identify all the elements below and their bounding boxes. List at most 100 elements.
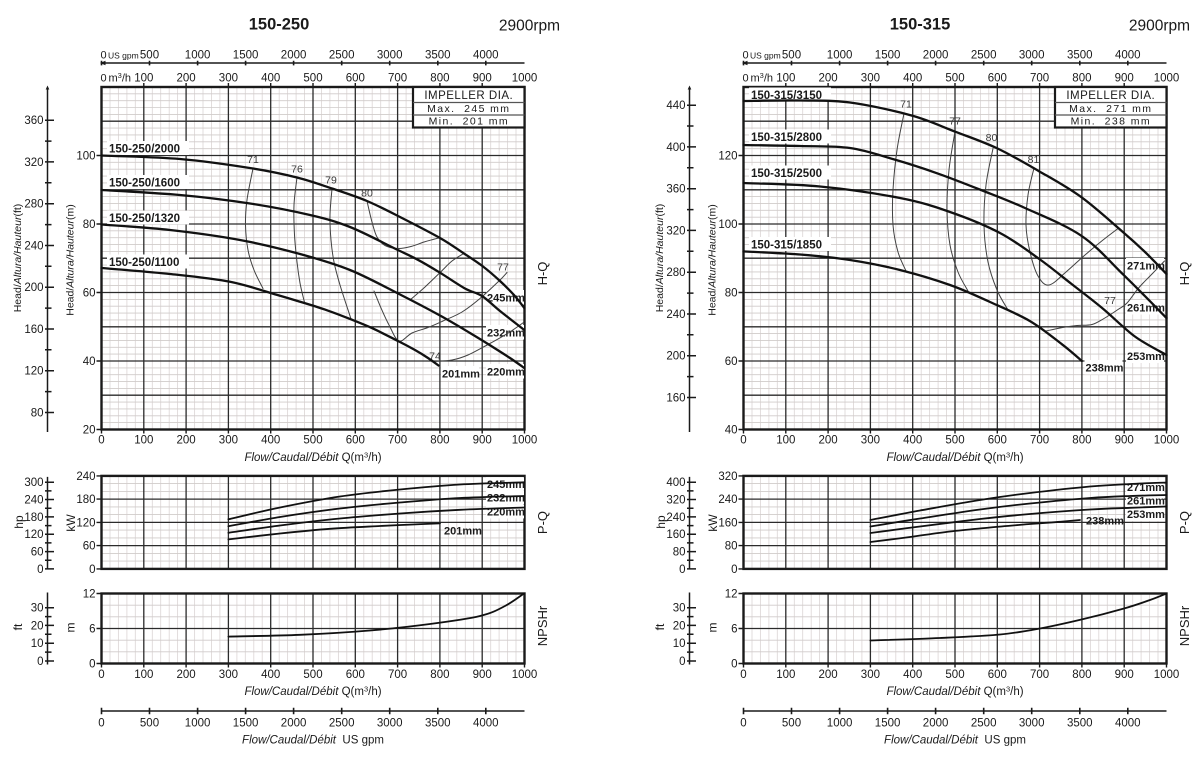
svg-text:2900rpm: 2900rpm (499, 18, 560, 35)
svg-text:81: 81 (1028, 154, 1040, 166)
svg-text:600: 600 (346, 73, 365, 85)
svg-text:0: 0 (98, 669, 104, 681)
svg-text:2000: 2000 (923, 718, 949, 730)
svg-text:253mm: 253mm (1127, 351, 1165, 363)
svg-text:600: 600 (988, 435, 1007, 447)
svg-text:160: 160 (666, 393, 685, 405)
svg-text:700: 700 (1030, 435, 1049, 447)
svg-text:IMPELLER DIA.: IMPELLER DIA. (424, 90, 513, 102)
svg-text:30: 30 (673, 603, 686, 615)
svg-text:77: 77 (497, 262, 509, 274)
svg-text:Flow/Caudal/Débit Q(m3/h): Flow/Caudal/Débit Q(m3/h) (244, 685, 381, 699)
svg-text:1000: 1000 (827, 50, 853, 62)
svg-text:400: 400 (261, 435, 280, 447)
svg-text:2900rpm: 2900rpm (1129, 18, 1190, 35)
svg-text:150-250/1320: 150-250/1320 (109, 213, 180, 225)
svg-text:Flow/Caudal/Débit US gpm: Flow/Caudal/Débit US gpm (242, 735, 384, 747)
svg-text:hp: hp (12, 515, 26, 529)
svg-text:500: 500 (782, 50, 801, 62)
svg-text:700: 700 (388, 73, 407, 85)
svg-text:m: m (706, 623, 720, 633)
svg-text:360: 360 (666, 184, 685, 196)
svg-text:3500: 3500 (425, 50, 451, 62)
svg-text:1000: 1000 (512, 435, 538, 447)
svg-text:500: 500 (945, 435, 964, 447)
svg-text:900: 900 (1115, 669, 1134, 681)
svg-text:0: 0 (679, 656, 685, 668)
svg-text:3500: 3500 (1067, 718, 1093, 730)
svg-text:4000: 4000 (473, 50, 499, 62)
svg-text:4000: 4000 (1115, 50, 1141, 62)
svg-text:200: 200 (24, 282, 43, 294)
svg-text:Max. 245 mm: Max. 245 mm (427, 103, 510, 115)
svg-text:2500: 2500 (971, 50, 997, 62)
svg-text:0: 0 (37, 564, 43, 576)
svg-text:360: 360 (24, 115, 43, 127)
svg-text:Max. 271 mm: Max. 271 mm (1069, 103, 1152, 115)
svg-text:kW: kW (64, 514, 78, 532)
svg-text:160: 160 (24, 324, 43, 336)
svg-text:200: 200 (666, 351, 685, 363)
svg-text:1000: 1000 (512, 669, 538, 681)
svg-text:74: 74 (429, 351, 441, 363)
svg-text:100: 100 (718, 219, 737, 231)
svg-text:60: 60 (83, 288, 96, 300)
svg-text:240: 240 (24, 495, 43, 507)
svg-text:800: 800 (430, 73, 449, 85)
svg-text:0: 0 (98, 718, 104, 730)
svg-text:1500: 1500 (233, 718, 259, 730)
svg-text:300: 300 (219, 669, 238, 681)
svg-text:238mm: 238mm (1086, 363, 1124, 375)
svg-text:800: 800 (1072, 669, 1091, 681)
svg-text:40: 40 (83, 356, 96, 368)
svg-text:800: 800 (430, 669, 449, 681)
svg-text:0: 0 (89, 564, 95, 576)
svg-text:0: 0 (740, 718, 746, 730)
svg-text:0: 0 (37, 656, 43, 668)
svg-text:H-Q: H-Q (1177, 262, 1192, 286)
svg-text:Min. 201 mm: Min. 201 mm (429, 116, 509, 128)
svg-text:1000: 1000 (512, 73, 538, 85)
svg-text:150-315/1850: 150-315/1850 (751, 240, 822, 252)
svg-text:600: 600 (988, 669, 1007, 681)
svg-text:60: 60 (725, 356, 738, 368)
svg-text:160: 160 (666, 529, 685, 541)
svg-text:100: 100 (134, 669, 153, 681)
svg-text:3000: 3000 (377, 718, 403, 730)
svg-text:Flow/Caudal/Débit US gpm: Flow/Caudal/Débit US gpm (884, 735, 1026, 747)
svg-text:150-315/2800: 150-315/2800 (751, 132, 822, 144)
svg-text:ft: ft (11, 623, 25, 630)
svg-text:150-315/2500: 150-315/2500 (751, 168, 822, 180)
svg-text:0: 0 (740, 435, 746, 447)
svg-text:200: 200 (819, 435, 838, 447)
svg-text:80: 80 (986, 132, 998, 144)
svg-text:6: 6 (89, 624, 95, 636)
svg-text:600: 600 (988, 73, 1007, 85)
svg-text:300: 300 (861, 435, 880, 447)
svg-text:Head/Altura/Hauteur(m): Head/Altura/Hauteur(m) (707, 204, 719, 315)
svg-text:150-250/1600: 150-250/1600 (109, 178, 180, 190)
svg-text:1000: 1000 (1154, 435, 1180, 447)
svg-text:201mm: 201mm (444, 526, 482, 538)
svg-text:2500: 2500 (329, 50, 355, 62)
svg-text:US gpm: US gpm (108, 50, 139, 60)
svg-text:400: 400 (261, 73, 280, 85)
svg-text:71: 71 (900, 99, 912, 111)
svg-text:60: 60 (31, 547, 44, 559)
svg-text:400: 400 (261, 669, 280, 681)
svg-text:232mm: 232mm (487, 493, 525, 505)
svg-text:20: 20 (83, 425, 96, 437)
svg-text:500: 500 (303, 73, 322, 85)
svg-text:150-250: 150-250 (249, 16, 310, 34)
svg-text:3000: 3000 (1019, 50, 1045, 62)
svg-text:1000: 1000 (1154, 73, 1180, 85)
svg-text:800: 800 (1072, 73, 1091, 85)
svg-text:10: 10 (673, 638, 686, 650)
svg-text:2000: 2000 (281, 718, 307, 730)
svg-text:150-315: 150-315 (890, 16, 951, 34)
svg-text:1000: 1000 (185, 718, 211, 730)
svg-text:240: 240 (666, 309, 685, 321)
svg-text:IMPELLER DIA.: IMPELLER DIA. (1066, 90, 1155, 102)
svg-text:232mm: 232mm (487, 328, 525, 340)
svg-text:77: 77 (1104, 295, 1116, 307)
